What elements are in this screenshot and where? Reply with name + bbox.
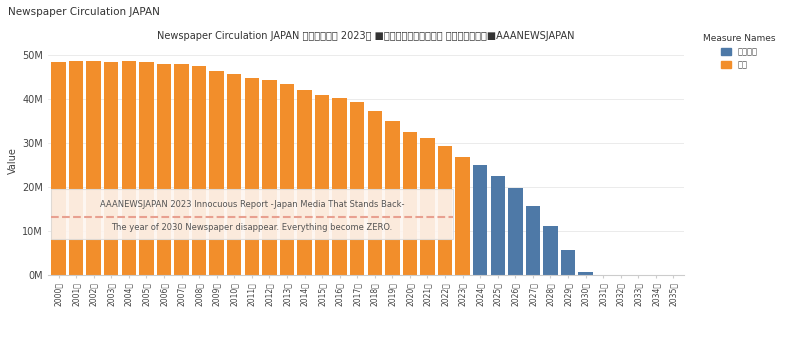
Bar [245,78,259,275]
Bar [86,61,101,275]
Bar [420,138,434,275]
Bar [122,61,136,275]
Title: Newspaper Circulation JAPAN 新聞発行部数 2023年 ■データ：一般社団法人 日本新聞協会　■AAANEWSJAPAN: Newspaper Circulation JAPAN 新聞発行部数 2023年… [158,31,574,41]
Bar [526,206,540,275]
Bar [455,157,470,275]
FancyBboxPatch shape [50,189,453,239]
Bar [473,165,487,275]
Bar [561,250,575,275]
Text: Newspaper Circulation JAPAN: Newspaper Circulation JAPAN [8,7,160,17]
Bar [69,61,83,275]
Bar [157,64,171,275]
Bar [315,95,330,275]
Bar [192,65,206,275]
Bar [508,188,522,275]
Bar [298,90,312,275]
Text: The year of 2030 Newspaper disappear. Everything become ZERO.: The year of 2030 Newspaper disappear. Ev… [111,222,393,232]
Bar [104,62,118,275]
Bar [543,226,558,275]
Bar [174,64,189,275]
Legend: 減少加速, 部数: 減少加速, 部数 [701,32,778,72]
Text: AAANEWSJAPAN 2023 Innocuous Report -Japan Media That Stands Back-: AAANEWSJAPAN 2023 Innocuous Report -Japa… [99,200,404,209]
Bar [262,80,277,275]
Bar [139,63,154,275]
Bar [438,146,452,275]
Bar [333,98,347,275]
Bar [402,132,417,275]
Bar [280,84,294,275]
Bar [350,102,365,275]
Y-axis label: Value: Value [8,147,18,174]
Bar [385,120,399,275]
Bar [578,272,593,275]
Bar [210,71,224,275]
Bar [490,176,505,275]
Bar [367,111,382,275]
Bar [51,62,66,275]
Bar [227,74,242,275]
